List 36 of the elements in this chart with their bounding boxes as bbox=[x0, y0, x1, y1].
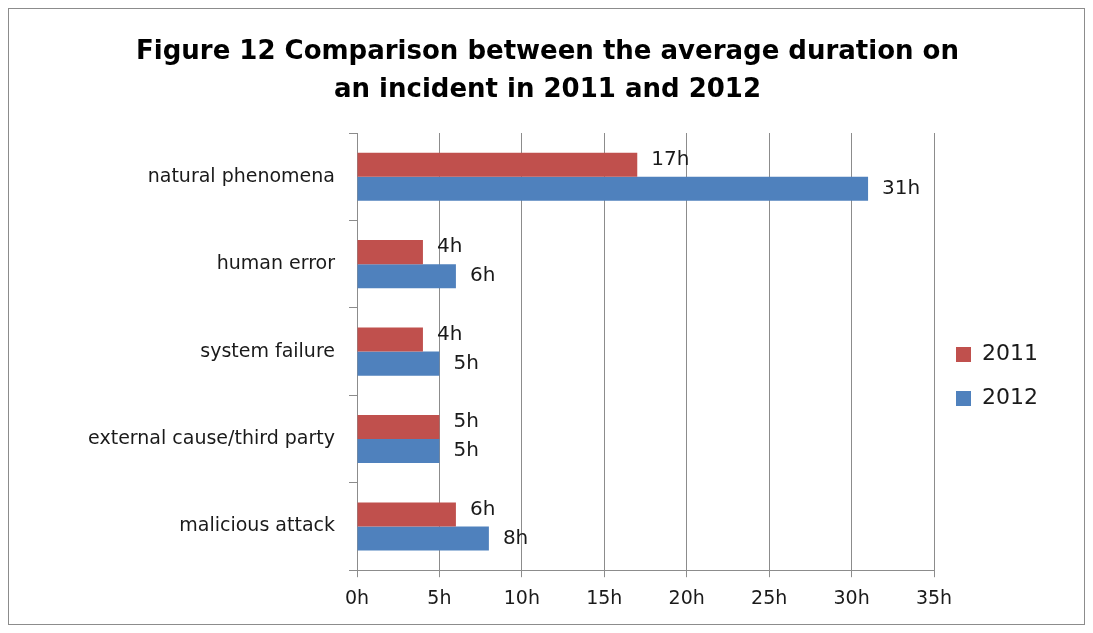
y-tick-label: malicious attack bbox=[179, 513, 335, 536]
y-tick-label: human error bbox=[216, 251, 336, 274]
x-tick-label: 5h bbox=[427, 585, 452, 608]
x-tick-label: 10h bbox=[503, 585, 540, 608]
data-label: 4h bbox=[436, 233, 463, 258]
x-tick-label: 15h bbox=[586, 585, 623, 608]
legend-label: 2011 bbox=[982, 340, 1039, 366]
bar bbox=[357, 439, 440, 464]
data-label: 6h bbox=[469, 262, 496, 287]
data-label: 6h bbox=[469, 495, 496, 520]
bar bbox=[357, 264, 456, 289]
data-label: 4h bbox=[436, 320, 463, 345]
x-tick-label: 20h bbox=[668, 585, 705, 608]
data-label: 5h bbox=[453, 349, 479, 374]
x-tick-label: 0h bbox=[344, 585, 370, 608]
bar bbox=[357, 176, 869, 201]
y-tick-label: external cause/third party bbox=[88, 425, 335, 448]
x-tick-label: 30h bbox=[833, 585, 870, 608]
data-label: 17h bbox=[651, 145, 690, 170]
bar bbox=[357, 414, 440, 440]
legend-label: 2012 bbox=[982, 384, 1039, 410]
data-label: 8h bbox=[502, 524, 529, 549]
y-tick-label: natural phenomena bbox=[147, 163, 335, 186]
x-tick-label: 25h bbox=[751, 585, 788, 608]
x-tick-label: 35h bbox=[915, 585, 953, 608]
data-label: 31h bbox=[882, 174, 921, 199]
bar bbox=[357, 351, 440, 376]
data-label: 5h bbox=[453, 437, 479, 462]
chart-title: Figure 12 Comparison between the average duration on an incident in 2011 and 2012 bbox=[135, 34, 960, 105]
bar bbox=[357, 502, 456, 527]
bar bbox=[357, 240, 423, 265]
bar bbox=[357, 327, 423, 352]
bar bbox=[357, 526, 489, 551]
data-label: 5h bbox=[453, 408, 479, 433]
bar bbox=[357, 152, 638, 177]
y-tick-label: system failure bbox=[200, 338, 335, 361]
